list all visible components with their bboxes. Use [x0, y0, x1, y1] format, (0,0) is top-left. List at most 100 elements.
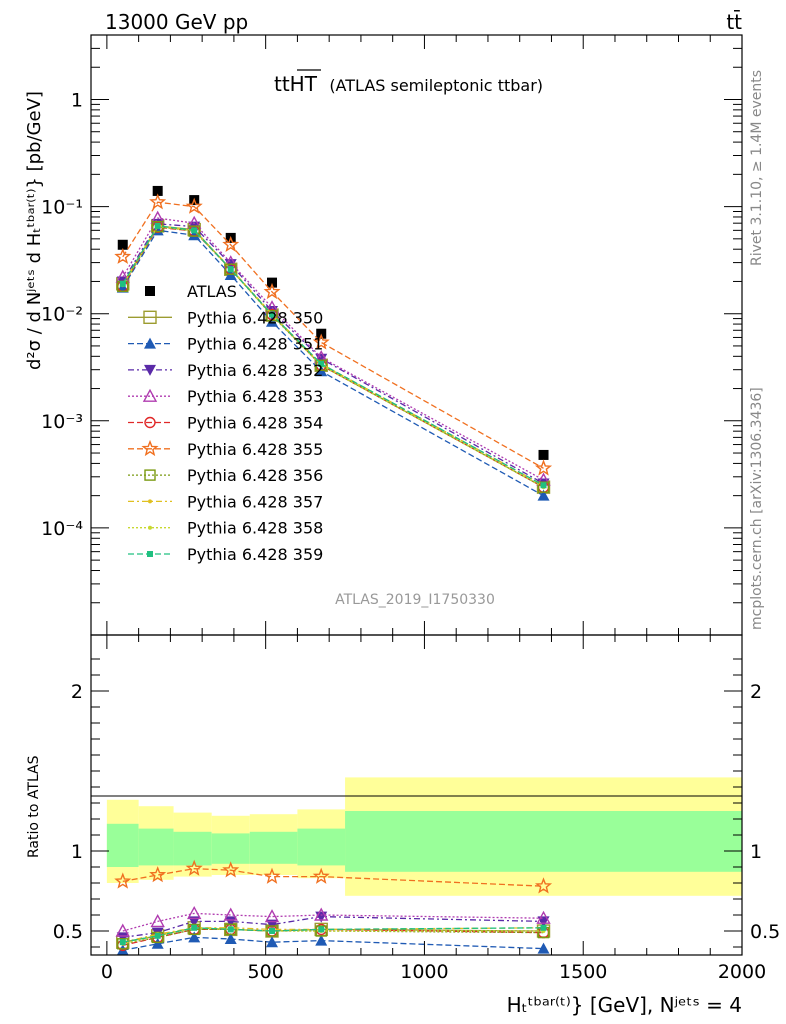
ratio-point	[224, 933, 237, 944]
ratio-series	[114, 859, 553, 956]
plot-title: ttHT (ATLAS semileptonic ttbar)	[274, 72, 543, 96]
legend-label: Pythia 6.428 350	[187, 308, 323, 327]
legend-label: Pythia 6.428 358	[187, 519, 323, 538]
series-line	[122, 225, 544, 486]
legend-marker	[144, 337, 156, 349]
data-point	[315, 359, 327, 371]
y-tick-label: 10⁻⁴	[41, 518, 83, 540]
ratio-point	[188, 916, 201, 928]
legend-entry: Pythia 6.428 359	[128, 545, 323, 564]
ratio-bands	[106, 777, 742, 896]
ratio-y-tick-label-right: 2	[750, 681, 762, 703]
series-line	[122, 225, 544, 488]
series-pythia-6-428-359	[119, 222, 547, 489]
ratio-point	[227, 926, 234, 933]
y-axis-label-ratio: Ratio to ATLAS	[26, 755, 42, 858]
legend-entry: Pythia 6.428 357	[128, 492, 323, 511]
uncertainty-band-inner	[138, 828, 174, 866]
ratio-y-tick-label: 0.5	[53, 921, 83, 943]
legend-label: Pythia 6.428 354	[187, 414, 323, 433]
ratio-line	[122, 915, 544, 939]
legend-entry: Pythia 6.428 351	[128, 335, 323, 354]
data-point	[266, 309, 278, 322]
series-pythia-6-428-354	[117, 221, 550, 493]
ratio-point	[537, 942, 550, 954]
ratio-series-pythia-6-428-353	[115, 905, 551, 937]
ratio-point	[154, 932, 161, 939]
process-label: tt̄	[726, 9, 742, 34]
data-point	[117, 239, 128, 250]
data-point	[149, 193, 167, 210]
data-point	[318, 360, 325, 367]
data-point	[114, 247, 132, 264]
ratio-point	[191, 924, 198, 931]
data-point	[263, 282, 281, 300]
legend-marker	[148, 499, 152, 504]
data-point	[312, 333, 330, 350]
legend-marker	[144, 416, 156, 429]
ratio-point	[185, 859, 203, 876]
x-tick-label: 1500	[559, 961, 607, 983]
data-point	[188, 225, 200, 237]
legend-marker	[144, 469, 156, 481]
legend-entry: Pythia 6.428 353	[128, 387, 323, 406]
legend-entry: Pythia 6.428 356	[128, 466, 323, 485]
y-axis-label-main: d²σ / d Nʲᵉᵗˢ d Hₜᵗᵇᵃʳ⁽ᵗ⁾} [pb/GeV]	[24, 91, 45, 370]
series-line	[122, 229, 544, 497]
y-tick-label: 1	[71, 89, 83, 111]
data-point	[188, 229, 201, 241]
ratio-point	[151, 937, 164, 949]
ratio-point	[264, 909, 280, 923]
analysis-id: ATLAS_2019_I1750330	[335, 592, 495, 608]
legend-label: Pythia 6.428 353	[187, 387, 323, 406]
ratio-y-tick-label: 1	[71, 841, 83, 863]
ratio-point	[114, 872, 132, 889]
energy-label: 13000 GeV pp	[105, 10, 248, 34]
main-panel: ttHT (ATLAS semileptonic ttbar) ATLAS_20…	[41, 34, 743, 636]
series-line	[122, 225, 544, 488]
legend-marker	[143, 310, 157, 324]
data-point	[538, 449, 549, 460]
ratio-point	[536, 910, 551, 924]
legend: ATLAS Pythia 6.428 350 Pythia 6.428 351 Pyt…	[128, 282, 323, 564]
data-point	[537, 481, 550, 493]
uncertainty-band-inner	[345, 811, 742, 872]
ratio-y-tick-label-right: 1	[750, 841, 762, 863]
ratio-point	[222, 861, 240, 878]
ratio-point	[318, 926, 325, 933]
legend-entry: Pythia 6.428 358	[128, 519, 323, 538]
data-point	[269, 311, 276, 318]
mcplots-label: mcplots.cern.ch [arXiv:1306.3436]	[749, 387, 765, 630]
ratio-point	[540, 924, 547, 931]
legend-label: Pythia 6.428 351	[187, 335, 323, 354]
data-point	[152, 185, 163, 196]
main-axis-ticks: 10⁻⁴ 10⁻³ 10⁻² 10⁻¹ 1	[41, 34, 743, 635]
ratio-series-pythia-6-428-355	[114, 859, 553, 894]
series-line	[122, 201, 544, 469]
legend-marker	[148, 525, 152, 530]
x-axis-label: Hₜᵗᵇᵃʳ⁽ᵗ⁾} [GeV], Nʲᵉᵗˢ = 4	[507, 993, 742, 1017]
uncertainty-band-inner	[173, 831, 212, 866]
uncertainty-band-inner	[249, 831, 298, 864]
data-point	[266, 315, 279, 327]
ratio-point	[149, 866, 167, 883]
ratio-point	[150, 913, 165, 928]
y-tick-label: 10⁻³	[41, 411, 83, 433]
legend-entry: Pythia 6.428 352	[128, 361, 323, 380]
uncertainty-band-inner	[106, 823, 139, 867]
legend-entry: Pythia 6.428 354	[128, 414, 323, 433]
ratio-point	[314, 907, 329, 921]
main-series	[114, 185, 553, 501]
ratio-series-pythia-6-428-351	[116, 931, 550, 956]
uncertainty-band-inner	[211, 833, 250, 864]
data-point	[119, 280, 126, 287]
legend-label: ATLAS	[187, 282, 237, 301]
ratio-point	[116, 944, 129, 956]
ratio-line	[122, 867, 544, 887]
series-pythia-6-428-357	[120, 223, 546, 488]
data-point	[185, 197, 203, 214]
data-point	[535, 459, 553, 476]
ratio-axis-ticks: 0.5 0.5 1 1 2 2 0 500 1000 1500 2000	[53, 635, 780, 983]
legend-entry: ATLAS	[145, 282, 237, 301]
legend-marker	[141, 439, 159, 457]
